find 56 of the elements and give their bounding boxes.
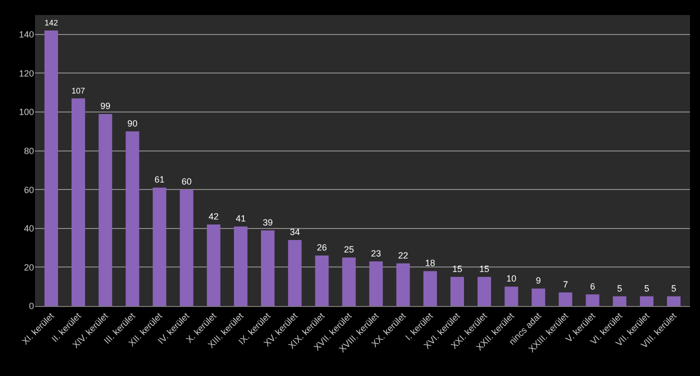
y-tick-label: 100	[18, 107, 34, 118]
data-label: 15	[452, 264, 462, 274]
bar	[666, 296, 681, 306]
data-label: 25	[344, 244, 354, 254]
data-label: 41	[236, 213, 246, 224]
bar	[72, 98, 86, 306]
y-tick-label: 140	[18, 30, 34, 40]
bar	[640, 296, 654, 306]
y-tick-label: 20	[24, 262, 34, 272]
bar	[288, 240, 302, 306]
bar	[126, 131, 140, 306]
data-label: 22	[398, 250, 408, 260]
bar	[450, 276, 464, 306]
y-tick-label: 60	[24, 184, 34, 195]
bar	[423, 271, 437, 306]
bar	[315, 256, 329, 306]
data-label: 34	[290, 227, 300, 238]
bar	[558, 292, 572, 306]
data-label: 90	[127, 118, 138, 128]
bar	[152, 188, 166, 306]
y-tick-label: 40	[24, 224, 34, 234]
y-tick-label: 0	[28, 301, 34, 312]
data-label: 42	[208, 212, 219, 222]
bar	[504, 286, 518, 306]
bar	[180, 190, 194, 306]
data-label: 9	[536, 276, 541, 286]
y-tick-label: 80	[24, 146, 34, 156]
data-label: 26	[316, 242, 327, 253]
data-label: 5	[617, 283, 622, 294]
bar	[586, 294, 600, 306]
data-label: 7	[562, 279, 568, 290]
bar	[478, 276, 492, 306]
data-label: 23	[371, 248, 382, 258]
bar	[396, 263, 410, 306]
bar	[612, 296, 626, 306]
bar	[98, 114, 112, 306]
data-label: 10	[506, 274, 516, 284]
bar	[44, 30, 58, 306]
data-label: 142	[44, 18, 58, 28]
data-label: 15	[479, 264, 490, 274]
bar	[369, 261, 383, 306]
data-label: 60	[182, 176, 192, 187]
data-label: 5	[671, 283, 676, 294]
data-label: 39	[262, 217, 273, 228]
bar	[261, 230, 275, 306]
bar	[532, 288, 546, 306]
bar	[342, 258, 356, 306]
data-label: 5	[644, 283, 650, 294]
bar	[234, 226, 248, 306]
data-label: 107	[72, 86, 86, 96]
data-label: 18	[425, 258, 436, 268]
data-label: 6	[590, 281, 596, 292]
data-label: 99	[100, 100, 110, 111]
bar	[206, 224, 220, 306]
data-label: 61	[154, 174, 165, 185]
y-tick-label: 120	[18, 68, 34, 78]
